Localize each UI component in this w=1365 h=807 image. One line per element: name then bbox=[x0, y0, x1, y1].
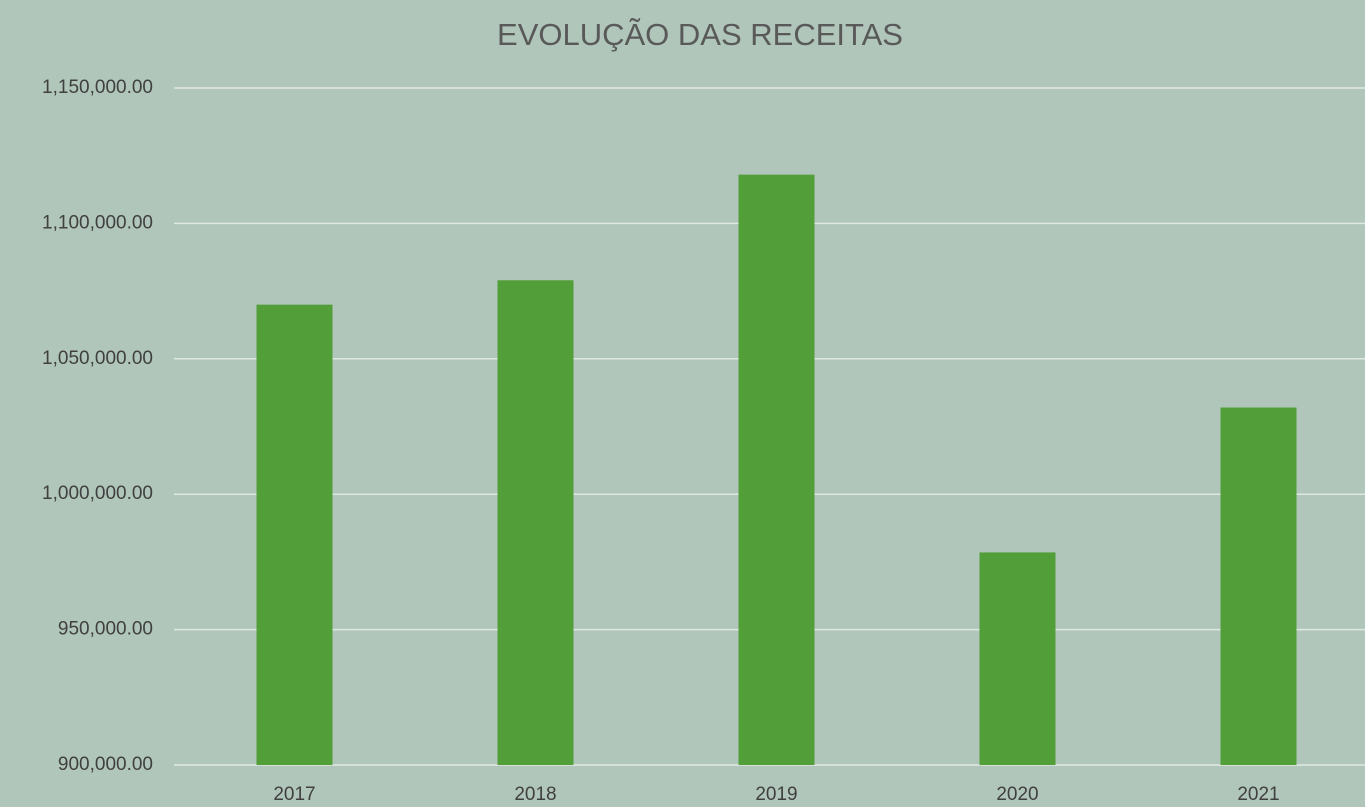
x-tick-label: 2017 bbox=[273, 784, 315, 805]
bar bbox=[256, 304, 333, 765]
x-tick-label: 2018 bbox=[514, 784, 556, 805]
y-tick-label: 1,050,000.00 bbox=[42, 348, 153, 369]
x-tick-label: 2021 bbox=[1237, 784, 1279, 805]
bar bbox=[738, 174, 815, 765]
x-tick-label: 2019 bbox=[755, 784, 797, 805]
y-tick-label: 900,000.00 bbox=[58, 754, 153, 775]
chart-title: EVOLUÇÃO DAS RECEITAS bbox=[497, 17, 903, 52]
y-tick-label: 1,100,000.00 bbox=[42, 212, 153, 233]
y-tick-label: 950,000.00 bbox=[58, 619, 153, 640]
y-tick-label: 1,150,000.00 bbox=[42, 77, 153, 98]
y-tick-label: 1,000,000.00 bbox=[42, 483, 153, 504]
bar bbox=[1220, 407, 1297, 765]
x-tick-label: 2020 bbox=[996, 784, 1038, 805]
bar bbox=[979, 552, 1056, 765]
bar bbox=[497, 280, 574, 765]
